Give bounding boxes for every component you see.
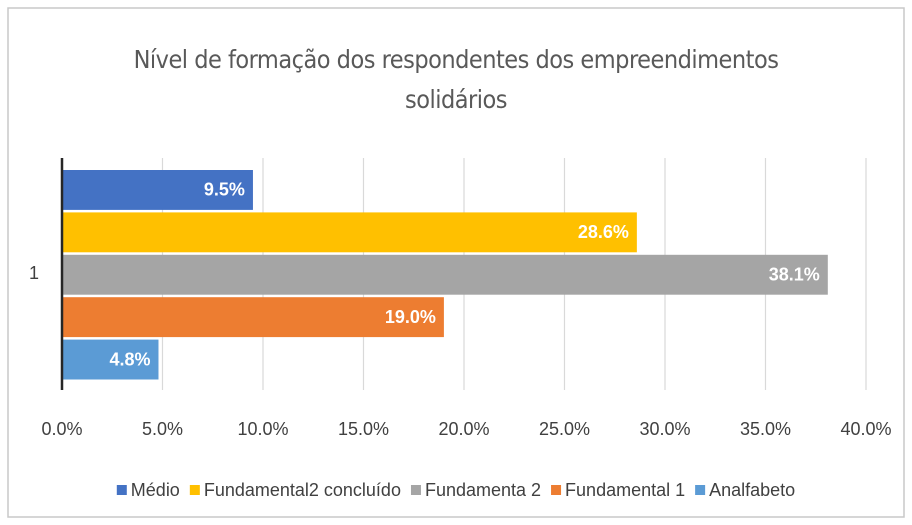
- legend-label: Fundamental2 concluído: [204, 480, 401, 500]
- x-tick-label: 10.0%: [237, 419, 288, 439]
- legend-label: Fundamenta 2: [425, 480, 541, 500]
- x-tick-label: 15.0%: [338, 419, 389, 439]
- legend-label: Analfabeto: [709, 480, 795, 500]
- legend-swatch: [116, 485, 127, 495]
- legend-swatch: [551, 485, 562, 495]
- data-label: 28.6%: [578, 222, 629, 242]
- legend-label: Médio: [131, 480, 180, 500]
- bar: [62, 170, 253, 210]
- bar: [62, 297, 444, 338]
- legend-swatch: [695, 485, 706, 495]
- legend-swatch: [189, 485, 200, 495]
- x-tick-label: 25.0%: [539, 419, 590, 439]
- bar: [62, 254, 828, 295]
- bar: [62, 212, 637, 253]
- data-label: 19.0%: [385, 307, 436, 327]
- y-tick-label: 1: [29, 263, 39, 283]
- x-tick-label: 5.0%: [142, 419, 183, 439]
- chart-title: Nível de formação dos respondentes dos e…: [133, 45, 779, 114]
- data-label: 38.1%: [769, 265, 820, 285]
- x-tick-label: 20.0%: [438, 419, 489, 439]
- x-tick-label: 30.0%: [639, 419, 690, 439]
- x-tick-label: 0.0%: [41, 419, 82, 439]
- x-tick-label: 40.0%: [840, 419, 891, 439]
- data-label: 4.8%: [109, 349, 150, 369]
- bar: [62, 339, 159, 380]
- legend-swatch: [410, 485, 421, 495]
- data-label: 9.5%: [204, 180, 245, 200]
- legend-label: Fundamental 1: [565, 480, 685, 500]
- x-tick-label: 35.0%: [740, 419, 791, 439]
- legend: Médio Fundamental2 concluído Fundamenta 2 F…: [116, 480, 795, 500]
